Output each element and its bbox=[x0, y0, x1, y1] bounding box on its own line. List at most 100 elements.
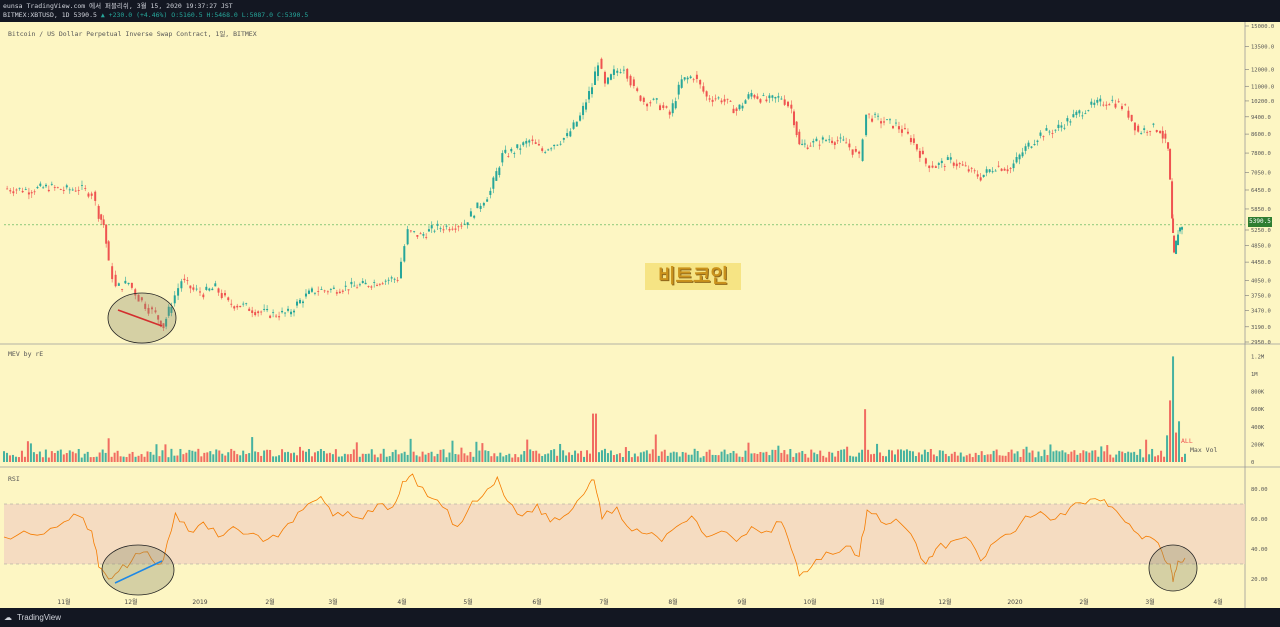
candle-body bbox=[982, 174, 985, 177]
candle-body bbox=[711, 99, 714, 102]
candle-body bbox=[1069, 121, 1072, 123]
volume-bar bbox=[490, 456, 493, 462]
volume-bar bbox=[406, 454, 409, 462]
volume-bar bbox=[810, 449, 813, 462]
candle-body bbox=[53, 187, 56, 188]
candle-body bbox=[451, 228, 454, 230]
candle-body bbox=[1133, 122, 1136, 131]
candle-body bbox=[425, 236, 428, 238]
volume-bar bbox=[759, 451, 762, 462]
price-tick-label: 3750.0 bbox=[1251, 293, 1271, 299]
volume-bar bbox=[17, 457, 20, 462]
candle-body bbox=[1051, 133, 1054, 135]
candle-body bbox=[463, 223, 466, 225]
candle-body bbox=[771, 95, 774, 98]
chart-title: Bitcoin / US Dollar Perpetual Inverse Sw… bbox=[8, 30, 257, 38]
candle-body bbox=[239, 305, 242, 308]
volume-bar bbox=[1121, 451, 1124, 462]
candle-body bbox=[1066, 118, 1069, 122]
candle-body bbox=[293, 310, 296, 313]
volume-bar bbox=[753, 453, 756, 462]
volume-bar bbox=[400, 453, 403, 462]
candle-body bbox=[177, 288, 180, 296]
volume-bar bbox=[651, 449, 654, 462]
volume-bar bbox=[74, 453, 77, 462]
volume-tick-label: 600K bbox=[1251, 407, 1265, 413]
volume-bar bbox=[427, 452, 430, 462]
volume-bar bbox=[343, 453, 346, 462]
candle-body bbox=[1009, 167, 1012, 169]
volume-bar bbox=[893, 454, 896, 462]
volume-bar bbox=[1109, 454, 1112, 462]
candle-body bbox=[6, 188, 9, 190]
candle-body bbox=[30, 192, 33, 194]
volume-bar bbox=[167, 457, 170, 462]
candle-body bbox=[1081, 115, 1084, 117]
ohlc-label: O:5160.5 H:5468.0 L:5087.0 C:5390.5 bbox=[171, 11, 309, 19]
volume-bar bbox=[1145, 439, 1148, 462]
candle-body bbox=[254, 312, 257, 316]
candle-body bbox=[1030, 146, 1033, 148]
candle-body bbox=[861, 139, 864, 161]
chart-area[interactable]: 15000.0 13500.0 12000.0 11000.0 10200.0 9400.… bbox=[0, 22, 1280, 608]
candle-body bbox=[121, 288, 124, 290]
candle-body bbox=[970, 167, 973, 169]
volume-bar bbox=[1175, 432, 1178, 462]
volume-bar bbox=[807, 457, 810, 462]
volume-bar bbox=[989, 454, 992, 462]
candle-body bbox=[147, 307, 150, 314]
volume-bar bbox=[1025, 446, 1028, 462]
volume-bar bbox=[1058, 451, 1061, 462]
candle-body bbox=[378, 283, 381, 285]
candle-body bbox=[1149, 130, 1152, 132]
candle-body bbox=[851, 149, 854, 155]
candle-body bbox=[600, 58, 603, 69]
candle-body bbox=[353, 285, 356, 287]
volume-bar bbox=[478, 450, 481, 462]
candle-body bbox=[1161, 130, 1164, 139]
candle-body bbox=[159, 320, 162, 327]
chart-svg[interactable]: 15000.0 13500.0 12000.0 11000.0 10200.0 9400.… bbox=[0, 22, 1280, 608]
candle-body bbox=[137, 294, 140, 302]
candle-body bbox=[12, 191, 15, 194]
candle-body bbox=[606, 77, 609, 84]
volume-bar bbox=[630, 457, 633, 462]
candle-body bbox=[376, 284, 379, 286]
rsi-tick-label: 40.00 bbox=[1251, 547, 1268, 553]
candle-body bbox=[358, 284, 361, 286]
volume-bar bbox=[639, 452, 642, 462]
candle-body bbox=[871, 118, 874, 122]
candle-body bbox=[373, 282, 376, 283]
candle-body bbox=[516, 144, 519, 148]
candle-body bbox=[275, 315, 278, 317]
candle-body bbox=[1105, 104, 1108, 106]
candle-body bbox=[825, 139, 828, 141]
candle-body bbox=[332, 287, 335, 289]
candle-body bbox=[934, 166, 937, 168]
x-tick-label: 5월 bbox=[463, 598, 472, 606]
candle-body bbox=[144, 303, 147, 309]
volume-bar bbox=[134, 456, 137, 462]
volume-bar bbox=[137, 455, 140, 462]
volume-bar bbox=[645, 450, 648, 462]
candle-body bbox=[756, 96, 759, 99]
candle-body bbox=[510, 148, 513, 152]
candle-body bbox=[720, 100, 723, 103]
candle-body bbox=[304, 293, 307, 297]
candle-body bbox=[671, 103, 674, 114]
candle-body bbox=[774, 96, 777, 99]
candle-body bbox=[370, 286, 373, 288]
candle-body bbox=[269, 315, 272, 318]
candle-body bbox=[344, 285, 347, 287]
volume-bar bbox=[1040, 456, 1043, 462]
volume-bar bbox=[284, 452, 287, 462]
candle-body bbox=[15, 189, 18, 191]
volume-bar bbox=[556, 455, 559, 462]
candle-body bbox=[65, 185, 68, 188]
candle-body bbox=[659, 105, 662, 110]
volume-bar bbox=[379, 453, 382, 462]
volume-bar bbox=[370, 449, 373, 462]
volume-bar bbox=[149, 451, 152, 462]
volume-bar bbox=[433, 456, 436, 462]
candle-body bbox=[1072, 114, 1075, 118]
